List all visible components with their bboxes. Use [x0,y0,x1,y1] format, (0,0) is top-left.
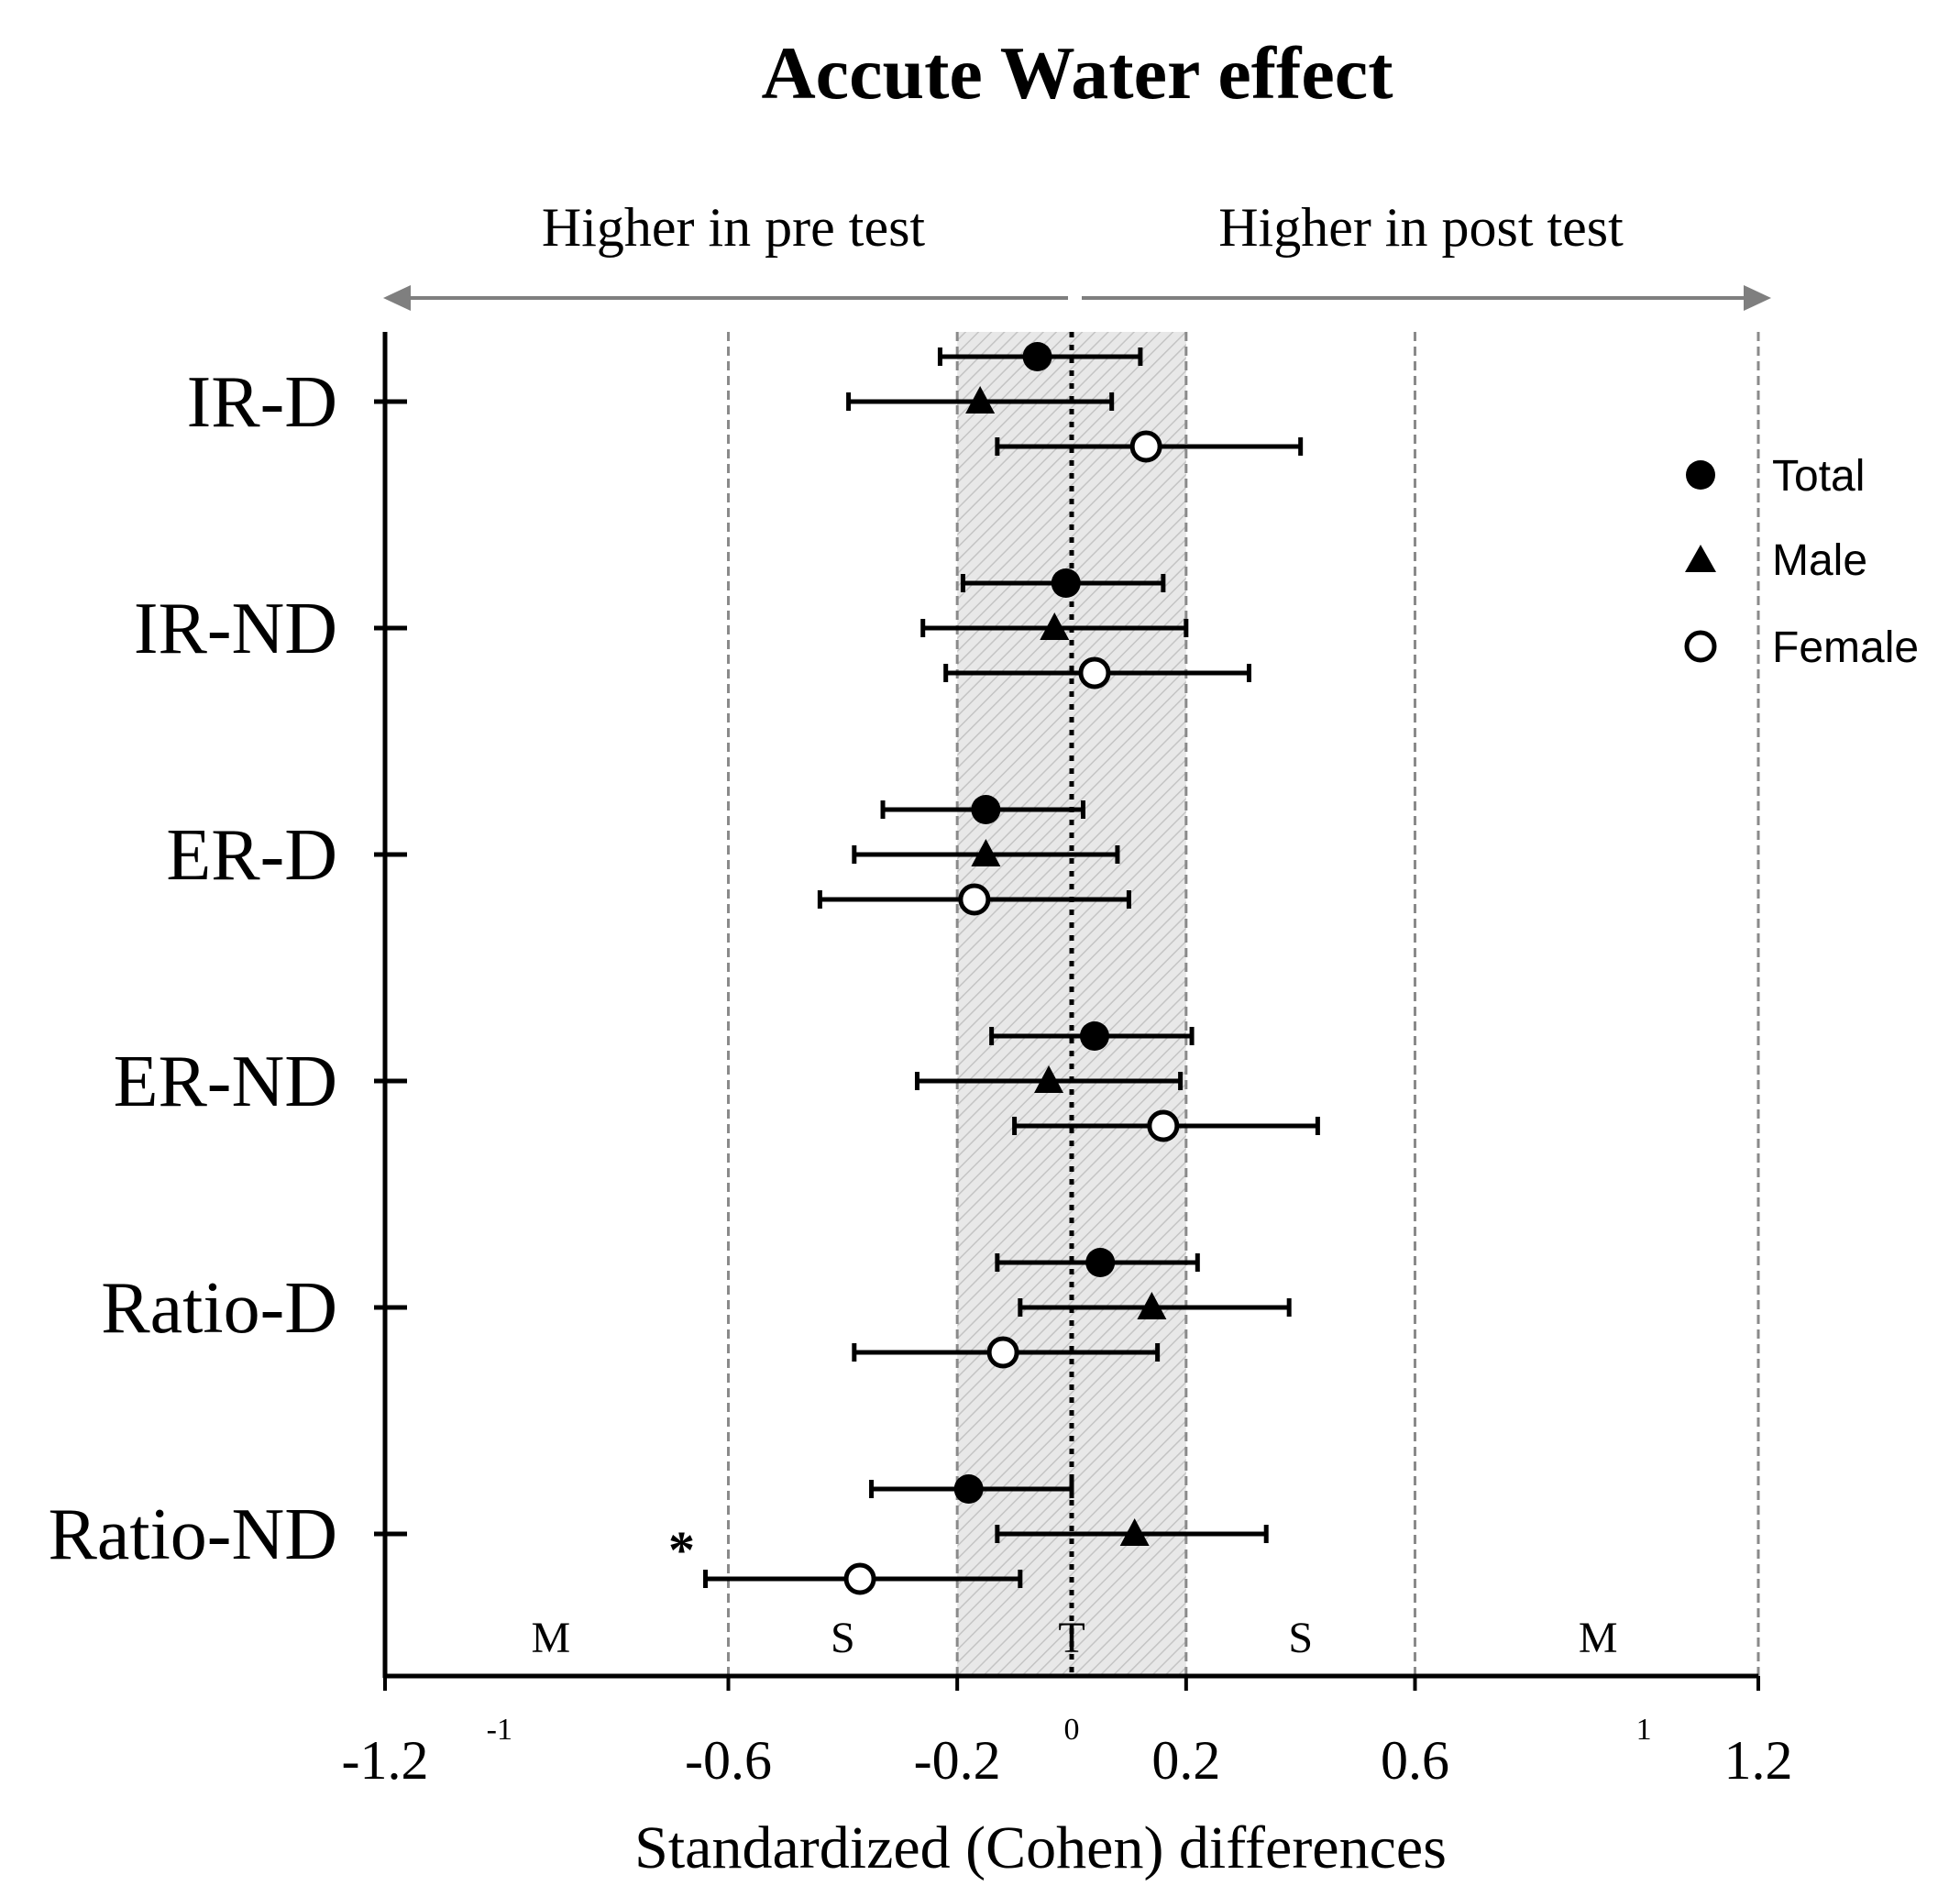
legend-male-marker [1685,545,1716,572]
legend-total-label: Total [1772,452,1865,501]
y-tick-label-ir-nd: IR-ND [134,589,337,669]
x-tick-label-1-2: -1.2 [342,1730,429,1791]
minor-tick-label-1: 1 [1636,1713,1652,1747]
marker-male-er-nd [1034,1065,1064,1093]
y-tick-label-ratio-nd: Ratio-ND [48,1494,337,1575]
marker-male-ir-d [965,386,996,414]
marker-female-ir-d [1129,430,1162,463]
chart-title: Accute Water effect [761,31,1393,115]
marker-female-ir-nd [1078,656,1111,689]
x-tick-label-0-6: 0.6 [1381,1730,1449,1791]
zone-label-t-2: T [1058,1614,1085,1662]
y-tick-label-ratio-d: Ratio-D [101,1268,337,1349]
minor-tick-labels: -1 0 1 [487,1713,1652,1747]
minor-tick-label-0: 0 [1064,1713,1080,1747]
y-tick-label-er-nd: ER-ND [114,1042,337,1122]
marker-female-ratio-d [986,1336,1019,1369]
marker-male-er-d [971,839,1001,866]
marker-female-ratio-nd [843,1562,876,1595]
x-tick-label-0-2: 0.2 [1151,1730,1220,1791]
zone-boundary-lines [727,332,1760,1676]
direction-label-left: Higher in pre test [542,197,926,258]
x-axis-label: Standardized (Cohen) differences [634,1814,1447,1881]
marker-total-ratio-nd [953,1474,984,1504]
marker-total-ir-nd [1051,568,1081,598]
zone-label-s-3: S [1288,1614,1313,1662]
legend-male-label: Male [1772,536,1867,585]
marker-total-ratio-d [1085,1248,1116,1277]
y-tick-label-er-d: ER-D [166,815,337,896]
marker-male-ratio-d [1137,1292,1167,1319]
marker-female-er-nd [1147,1109,1180,1142]
left-arrowhead [383,285,411,311]
legend-female-marker [1684,630,1717,663]
right-arrowhead [1744,285,1771,311]
y-tick-label-ir-d: IR-D [187,362,337,443]
y-axis-ticks: IR-D IR-ND ER-D ER-ND Ratio-D Ratio-ND [48,362,407,1575]
significance-annotation-0: * [668,1520,695,1580]
zone-label-m-4: M [1579,1614,1618,1662]
x-tick-label-0-6: -0.6 [685,1730,772,1791]
marker-total-er-d [971,795,1001,824]
legend-total-marker [1686,460,1715,490]
direction-arrows [383,285,1771,311]
x-tick-label-1-2: 1.2 [1724,1730,1793,1791]
point-markers [843,342,1180,1595]
zone-label-s-1: S [831,1614,855,1662]
legend: Total Male Female [1684,452,1919,672]
marker-total-ir-d [1022,342,1052,371]
marker-total-er-nd [1079,1021,1109,1051]
zone-label-m-0: M [531,1614,570,1662]
x-tick-label-0-2: -0.2 [914,1730,1001,1791]
annotations: * [668,1520,695,1580]
axes [382,332,1758,1679]
marker-female-er-d [958,883,991,916]
minor-tick-label-1: -1 [487,1713,512,1747]
marker-male-ir-nd [1040,612,1070,640]
x-axis-ticks: -1.2 -0.6 -0.2 0.2 0.6 1.2 [342,1676,1793,1791]
direction-label-right: Higher in post test [1218,197,1624,258]
marker-male-ratio-nd [1119,1518,1150,1546]
legend-female-label: Female [1772,623,1919,672]
